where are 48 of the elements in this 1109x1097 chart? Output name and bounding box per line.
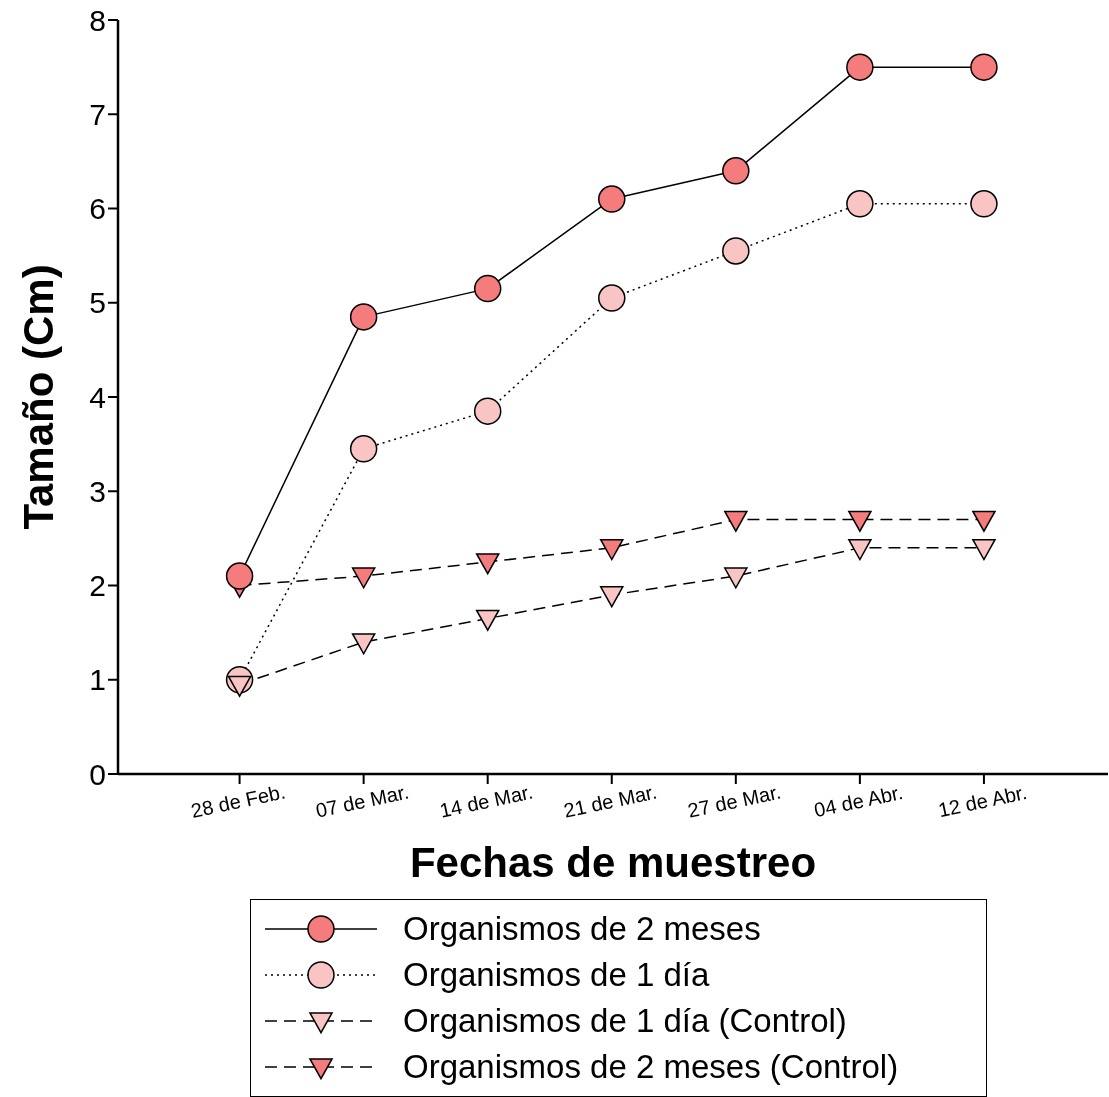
y-axis-title: Tamaño (Cm) [14, 264, 62, 530]
y-tick-label: 2 [89, 569, 106, 603]
point [349, 303, 378, 331]
point [475, 609, 500, 631]
x-tick-label: 21 de Mar. [561, 780, 659, 822]
point [848, 510, 872, 532]
point [970, 53, 998, 81]
x-tick-label: 04 de Abr. [812, 781, 905, 822]
point [351, 567, 376, 589]
point [846, 190, 874, 218]
legend-label: Organismos de 1 día [403, 956, 710, 994]
legend-label: Organismos de 1 día (Control) [403, 1002, 847, 1040]
point [972, 510, 996, 532]
x-axis-title: Fechas de muestreo [409, 839, 817, 886]
point [599, 538, 624, 561]
y-tick-label: 4 [89, 380, 106, 414]
y-tick-label: 1 [89, 663, 106, 697]
y-tick-label: 3 [89, 474, 106, 508]
x-tick-label: 27 de Mar. [685, 780, 783, 822]
point [475, 553, 500, 575]
point [724, 510, 748, 532]
y-tick-label: 7 [89, 97, 106, 131]
y-tick-label: 5 [89, 286, 106, 320]
point [970, 190, 998, 218]
y-tick-label: 8 [89, 3, 106, 37]
point [972, 538, 996, 561]
point [351, 633, 376, 655]
point [722, 237, 750, 265]
point [722, 157, 750, 185]
x-tick-label: 12 de Abr. [936, 781, 1029, 822]
point [846, 53, 874, 81]
y-tick-label: 6 [89, 192, 106, 226]
point [848, 538, 872, 561]
point [724, 567, 748, 589]
point [473, 397, 502, 425]
point [227, 675, 252, 697]
x-tick-label: 14 de Mar. [437, 780, 535, 822]
x-tick-label: 07 de Mar. [313, 780, 411, 822]
point [598, 185, 626, 213]
y-tick-label: 0 [89, 757, 106, 791]
point [598, 284, 626, 312]
point [473, 274, 502, 303]
legend-label: Organismos de 2 meses (Control) [403, 1048, 899, 1086]
legend-label: Organismos de 2 meses [403, 910, 761, 948]
point [599, 586, 624, 608]
point [349, 435, 378, 463]
x-tick-label: 28 de Feb. [189, 780, 288, 822]
point [225, 562, 254, 590]
